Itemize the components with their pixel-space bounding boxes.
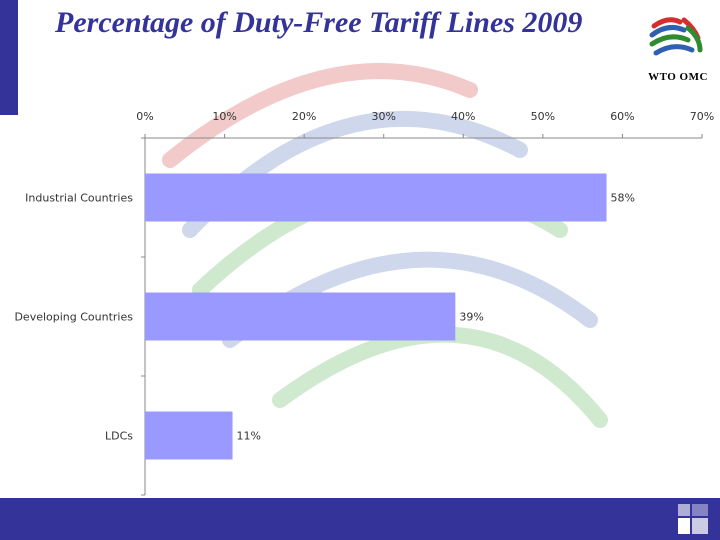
slide-logo-icon: [678, 504, 708, 534]
left-accent-bar: [0, 0, 18, 115]
x-tick-label: 50%: [531, 110, 555, 123]
x-tick-label: 20%: [292, 110, 316, 123]
x-tick-label: 70%: [690, 110, 714, 123]
data-label: 11%: [237, 430, 261, 443]
slide-title: Percentage of Duty-Free Tariff Lines 200…: [55, 6, 583, 39]
bar: [145, 292, 456, 341]
category-label: Developing Countries: [14, 311, 133, 324]
x-tick-label: 40%: [451, 110, 475, 123]
bar: [145, 411, 233, 460]
x-tick-label: 60%: [610, 110, 634, 123]
wto-logo-text: WTO OMC: [648, 71, 708, 83]
data-label: 58%: [611, 192, 635, 205]
x-tick-label: 10%: [212, 110, 236, 123]
footer-bar: [0, 498, 720, 540]
category-label: Industrial Countries: [25, 192, 133, 205]
x-tick-label: 0%: [136, 110, 153, 123]
bar: [145, 173, 607, 222]
category-label: LDCs: [105, 430, 133, 443]
data-label: 39%: [459, 311, 483, 324]
wto-logo: WTO OMC: [638, 8, 718, 88]
wto-logo-icon: [649, 17, 703, 56]
x-tick-label: 30%: [371, 110, 395, 123]
